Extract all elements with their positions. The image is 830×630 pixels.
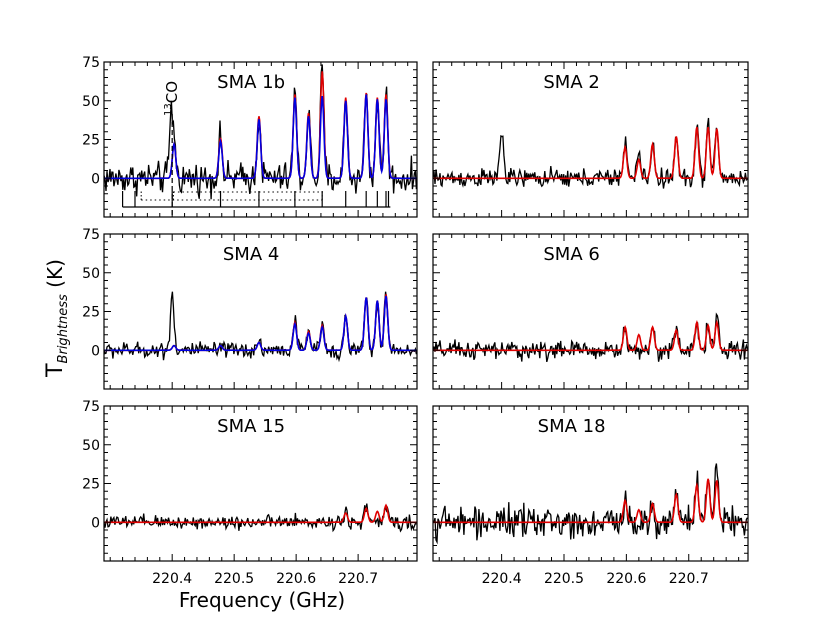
x-tick-label: 220.6 bbox=[276, 571, 316, 587]
co13-label-text: CO bbox=[163, 81, 181, 103]
panel-title: SMA 1b bbox=[217, 72, 285, 93]
model-spectrum-line bbox=[433, 126, 748, 180]
panel-title: SMA 18 bbox=[538, 416, 606, 437]
co13-label-sup: 13 bbox=[163, 103, 174, 116]
y-tick-label: 50 bbox=[82, 94, 100, 110]
plot-area bbox=[433, 117, 748, 189]
y-axis-label-unit: (K) bbox=[43, 259, 67, 294]
model-spectrum-line bbox=[433, 478, 748, 524]
y-tick-label: 50 bbox=[82, 438, 100, 454]
spectrum-panel: SMA 2 bbox=[432, 61, 749, 218]
panel-title: SMA 15 bbox=[217, 416, 285, 437]
plot-area bbox=[433, 463, 748, 545]
y-tick-label: 75 bbox=[82, 227, 100, 243]
y-tick-label: 0 bbox=[91, 515, 100, 531]
plot-area bbox=[433, 312, 748, 363]
svg-text:TBrightness (K): TBrightness (K) bbox=[43, 259, 71, 378]
plot-area bbox=[104, 64, 417, 208]
panels: 0 25 50 75 SMA 1b SMA 2 0 25 50 75 SMA 4 SMA 6 220.4… bbox=[82, 55, 749, 587]
y-tick-label: 25 bbox=[82, 477, 100, 493]
x-tick-label: 220.4 bbox=[152, 571, 192, 587]
y-tick-label: 50 bbox=[82, 266, 100, 282]
panel-title: SMA 2 bbox=[543, 72, 599, 93]
line-id-markers bbox=[121, 190, 391, 208]
model-spectrum-line bbox=[104, 503, 417, 524]
y-tick-label: 0 bbox=[91, 171, 100, 187]
plot-area bbox=[104, 291, 417, 363]
y-axis-label-sub: Brightness bbox=[56, 294, 71, 363]
model-spectrum-line bbox=[433, 319, 748, 352]
model-spectrum-line bbox=[104, 94, 417, 180]
co13-annotation: 13CO bbox=[163, 81, 181, 217]
observed-spectrum-line bbox=[433, 463, 748, 545]
co13-label: 13CO bbox=[163, 81, 181, 116]
y-tick-label: 25 bbox=[82, 133, 100, 149]
x-tick-label: 220.6 bbox=[606, 571, 646, 587]
spectrum-panel: SMA 6 bbox=[432, 233, 749, 390]
svg-text:13CO: 13CO bbox=[163, 81, 181, 116]
y-tick-label: 75 bbox=[82, 399, 100, 415]
spectrum-panel: 220.4 220.5 220.6 220.7 0 25 50 75 SMA 15 bbox=[82, 399, 418, 587]
panel-title: SMA 6 bbox=[543, 244, 599, 265]
y-axis-label-main: T bbox=[43, 363, 68, 378]
x-tick-label: 220.7 bbox=[669, 571, 709, 587]
plot-area bbox=[104, 503, 417, 533]
y-tick-label: 25 bbox=[82, 305, 100, 321]
model-spectrum-line bbox=[104, 295, 417, 352]
x-tick-label: 220.4 bbox=[482, 571, 522, 587]
x-tick-label: 220.5 bbox=[214, 571, 254, 587]
y-axis-label: TBrightness (K) bbox=[43, 259, 71, 378]
x-tick-label: 220.5 bbox=[544, 571, 584, 587]
spectrum-panel: 0 25 50 75 SMA 4 bbox=[82, 227, 418, 390]
x-axis-label: Frequency (GHz) bbox=[179, 588, 345, 612]
observed-spectrum-line bbox=[433, 312, 748, 363]
spectrum-panel: 220.4 220.5 220.6 220.7 SMA 18 bbox=[432, 405, 749, 587]
spectrum-panel: 0 25 50 75 SMA 1b bbox=[82, 55, 418, 218]
panel-title: SMA 4 bbox=[223, 244, 279, 265]
y-tick-label: 75 bbox=[82, 55, 100, 71]
x-tick-label: 220.7 bbox=[338, 571, 378, 587]
y-tick-label: 0 bbox=[91, 343, 100, 359]
